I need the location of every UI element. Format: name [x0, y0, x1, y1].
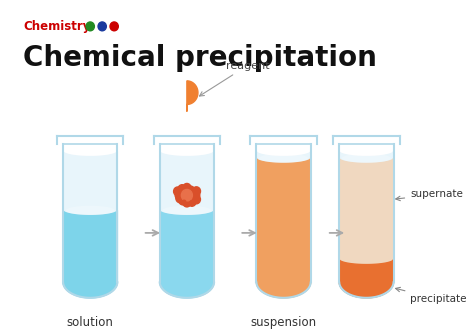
Ellipse shape [342, 153, 391, 163]
Polygon shape [256, 151, 311, 298]
Circle shape [192, 195, 201, 204]
Text: supernate: supernate [396, 190, 463, 201]
Text: suspension: suspension [250, 316, 317, 329]
Circle shape [98, 22, 106, 31]
Circle shape [186, 202, 190, 206]
Ellipse shape [163, 147, 211, 156]
Circle shape [179, 196, 187, 205]
Text: reagent: reagent [200, 61, 269, 96]
Text: precipitate: precipitate [396, 287, 466, 304]
Polygon shape [339, 158, 393, 298]
Circle shape [192, 187, 201, 196]
Polygon shape [339, 259, 393, 298]
Circle shape [175, 191, 183, 200]
Circle shape [178, 185, 186, 194]
Polygon shape [256, 158, 311, 298]
Circle shape [186, 186, 195, 195]
Polygon shape [339, 151, 393, 298]
Polygon shape [63, 151, 118, 298]
Circle shape [86, 22, 94, 31]
Circle shape [182, 200, 186, 204]
Circle shape [183, 198, 191, 207]
Circle shape [176, 194, 184, 203]
Polygon shape [160, 210, 214, 298]
Polygon shape [160, 151, 214, 298]
Polygon shape [187, 81, 198, 112]
Circle shape [182, 189, 192, 201]
Circle shape [188, 197, 196, 206]
Circle shape [110, 22, 118, 31]
Ellipse shape [163, 206, 211, 215]
Ellipse shape [342, 147, 391, 156]
Ellipse shape [259, 153, 308, 163]
Text: Chemistry: Chemistry [23, 20, 91, 34]
Ellipse shape [259, 147, 308, 156]
Circle shape [183, 184, 191, 192]
Polygon shape [63, 210, 118, 298]
Circle shape [190, 201, 193, 205]
Circle shape [173, 187, 182, 196]
Text: solution: solution [67, 316, 114, 329]
Ellipse shape [66, 147, 115, 156]
Ellipse shape [66, 206, 115, 215]
Circle shape [191, 191, 200, 200]
Text: Chemical precipitation: Chemical precipitation [23, 44, 377, 72]
